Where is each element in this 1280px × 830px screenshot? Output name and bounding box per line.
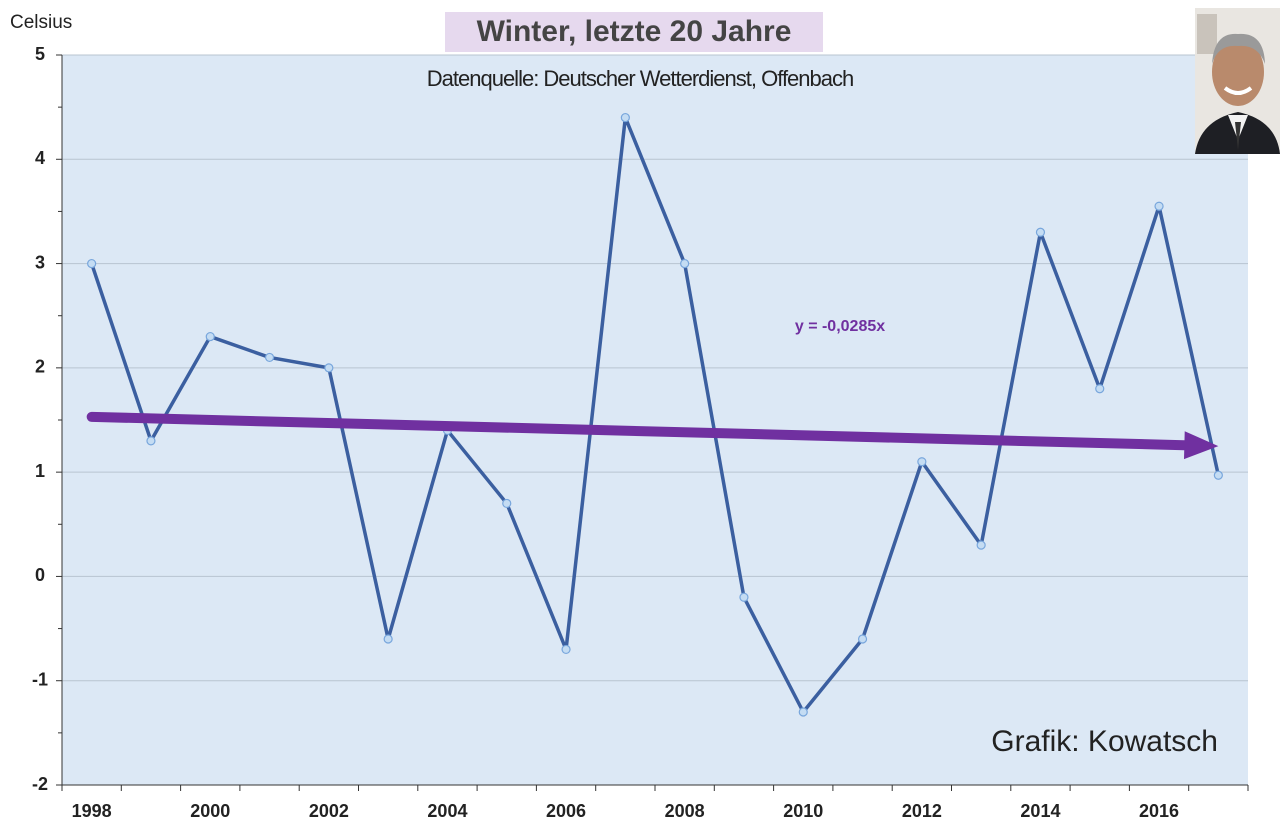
y-tick-label: 2 — [35, 357, 45, 377]
x-tick-label: 2006 — [546, 801, 586, 821]
x-tick-label: 2002 — [309, 801, 349, 821]
data-point — [740, 593, 748, 601]
x-tick-label: 2010 — [783, 801, 823, 821]
data-point — [681, 260, 689, 268]
data-point — [1096, 385, 1104, 393]
chart-title: Winter, letzte 20 Jahre — [477, 15, 792, 48]
x-tick-label: 2000 — [190, 801, 230, 821]
data-point — [266, 353, 274, 361]
data-point — [1214, 471, 1222, 479]
x-tick-label: 2008 — [665, 801, 705, 821]
y-tick-label: 5 — [35, 44, 45, 64]
data-point — [147, 437, 155, 445]
data-point — [621, 114, 629, 122]
data-point — [859, 635, 867, 643]
data-point — [1036, 228, 1044, 236]
x-tick-label: 1998 — [72, 801, 112, 821]
data-point — [206, 333, 214, 341]
data-point — [562, 645, 570, 653]
chart: Winter, letzte 20 Jahre Datenquelle: Deu… — [0, 0, 1280, 830]
y-axis-label: Celsius — [10, 12, 72, 33]
y-tick-label: 1 — [35, 461, 45, 481]
data-point — [503, 499, 511, 507]
data-point — [977, 541, 985, 549]
y-tick-label: -1 — [32, 669, 48, 689]
y-tick-label: 3 — [35, 252, 45, 272]
y-tick-label: 0 — [35, 565, 45, 585]
x-tick-label: 2016 — [1139, 801, 1179, 821]
y-tick-label: 4 — [35, 148, 45, 168]
page: Winter, letzte 20 Jahre Datenquelle: Deu… — [0, 0, 1280, 830]
x-tick-label: 2014 — [1020, 801, 1060, 821]
y-tick-label: -2 — [32, 774, 48, 794]
data-point — [799, 708, 807, 716]
data-point — [1155, 202, 1163, 210]
x-tick-label: 2012 — [902, 801, 942, 821]
data-point — [325, 364, 333, 372]
x-tick-label: 2004 — [427, 801, 467, 821]
trend-annotation: y = -0,0285x — [795, 318, 885, 335]
credit: Grafik: Kowatsch — [991, 725, 1218, 758]
data-point — [384, 635, 392, 643]
chart-subtitle: Datenquelle: Deutscher Wetterdienst, Off… — [427, 66, 853, 91]
data-point — [88, 260, 96, 268]
photo — [1195, 8, 1280, 154]
data-point — [918, 458, 926, 466]
